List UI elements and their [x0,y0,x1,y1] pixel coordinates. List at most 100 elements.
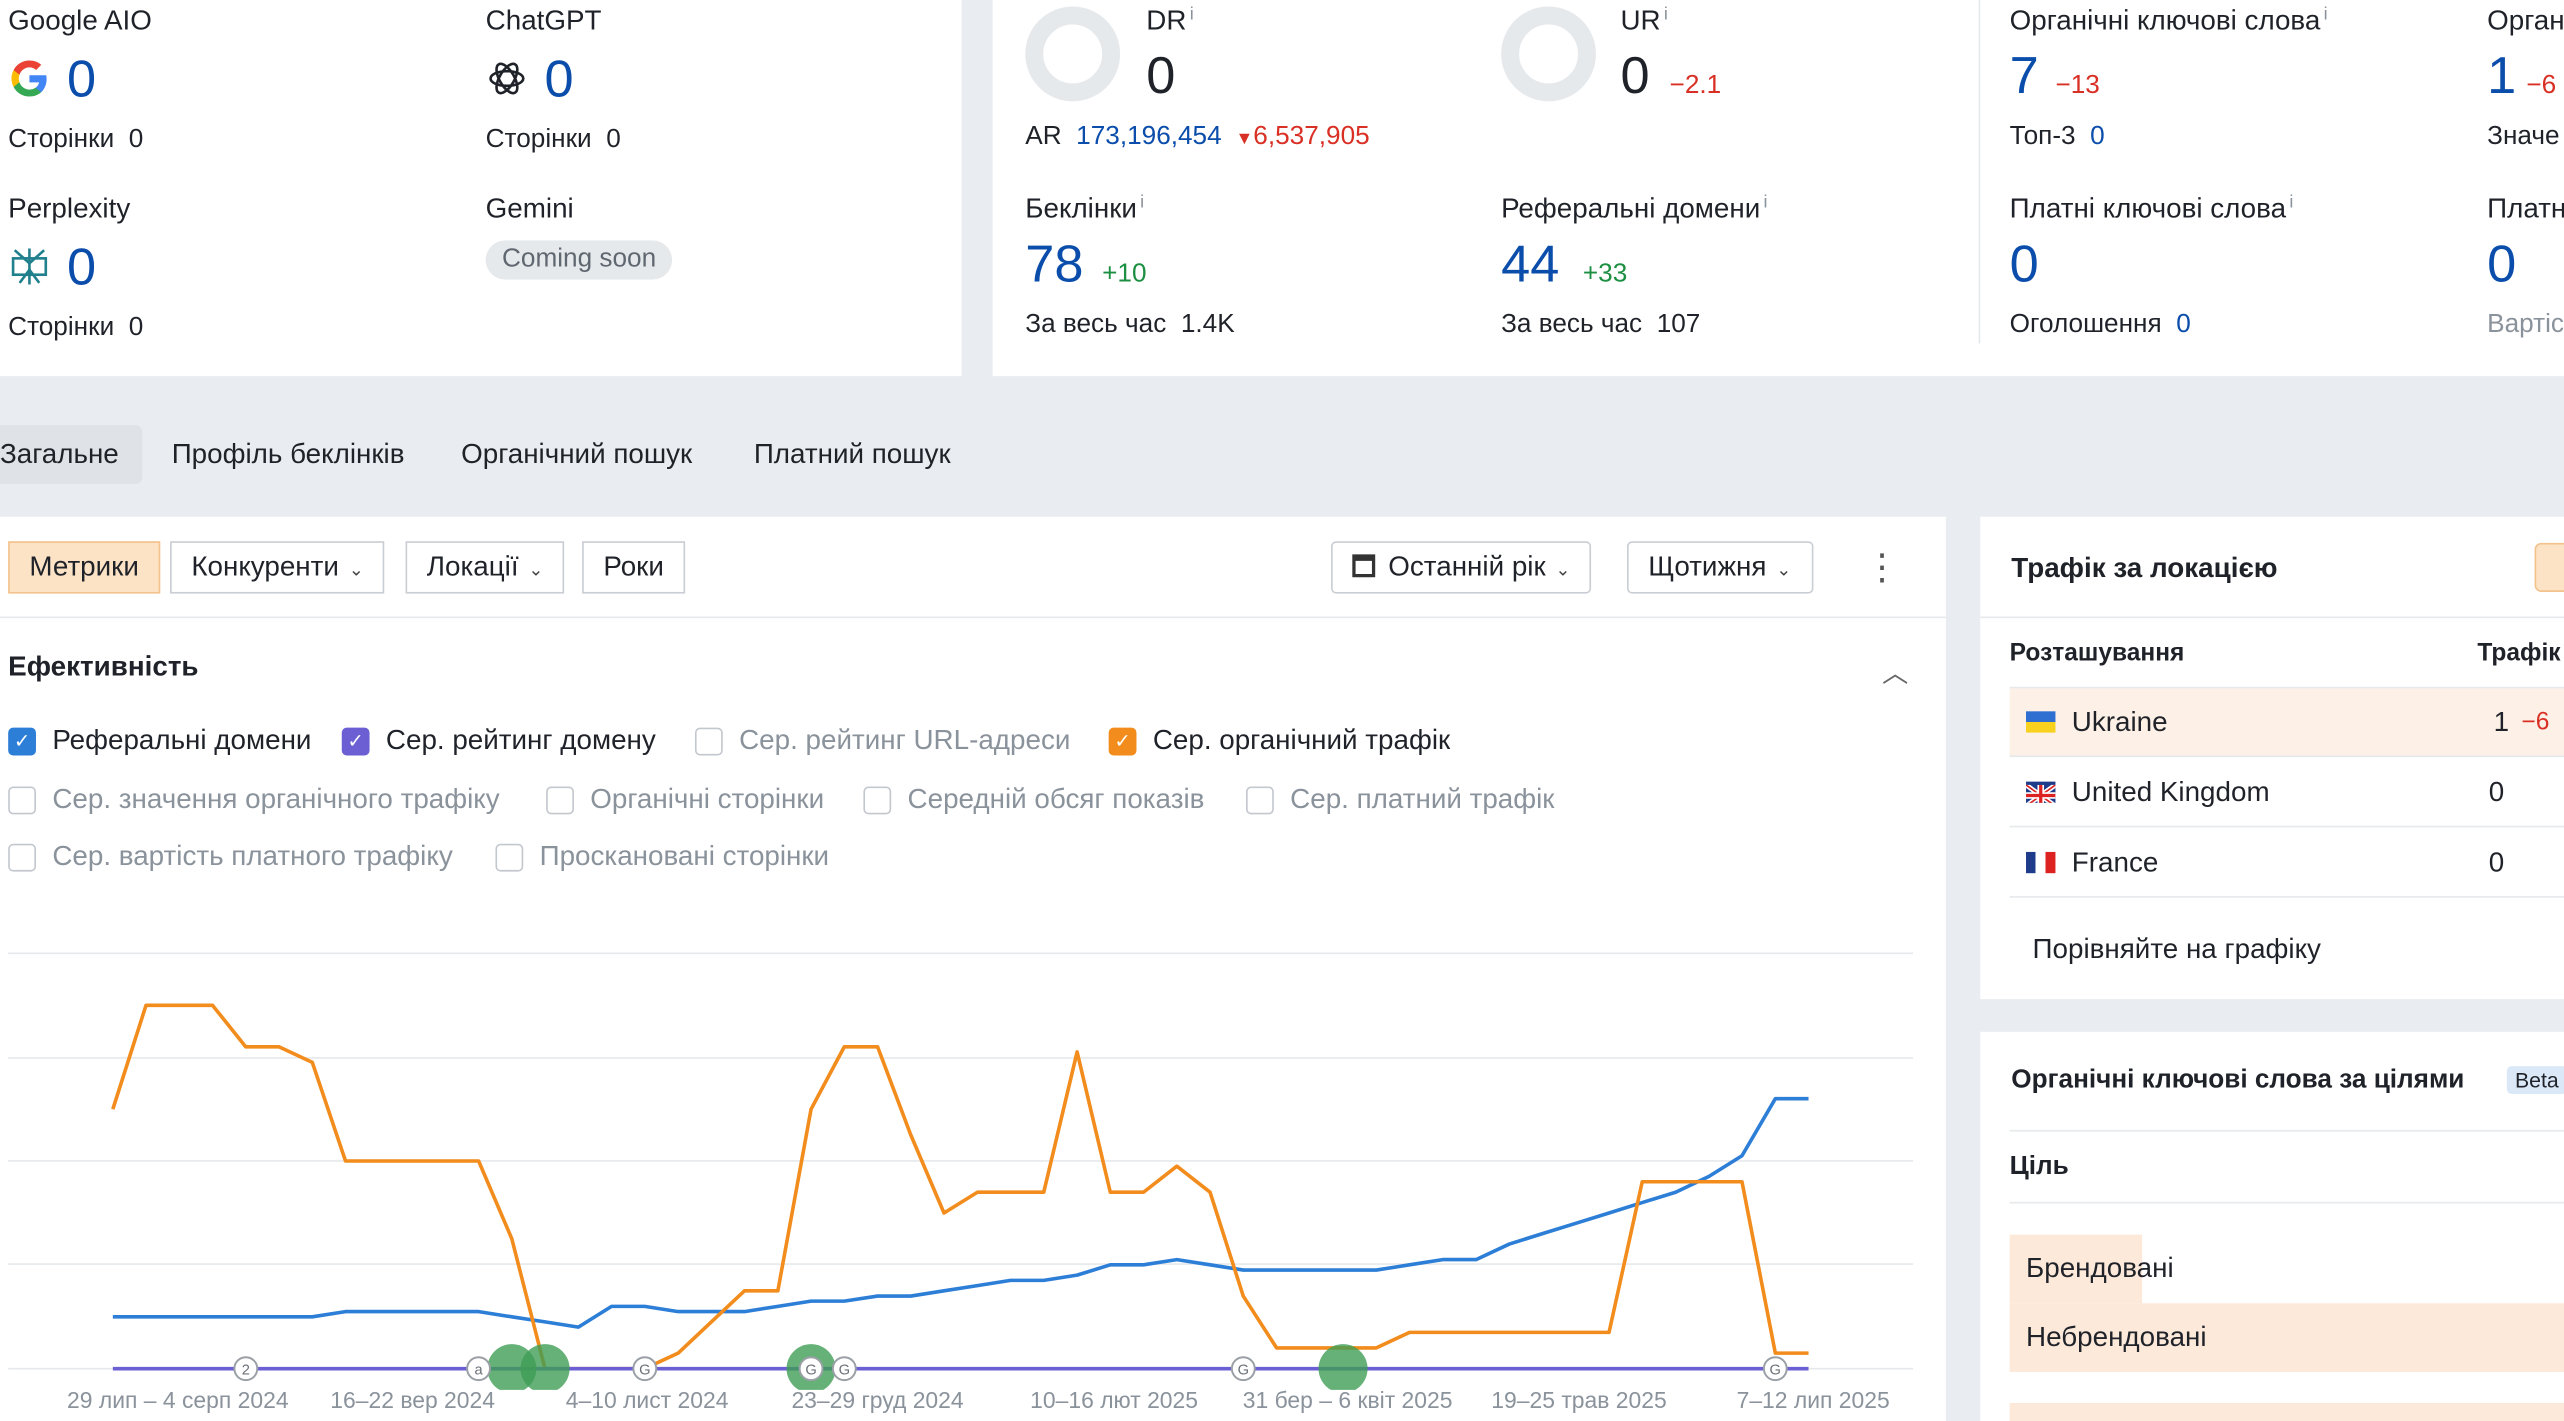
years-button[interactable]: Роки [582,541,686,594]
checkbox-empty-icon [8,785,36,814]
backlinks-all-time: За весь час 1.4K [1025,310,1235,339]
tab-backlink-profile[interactable]: Профіль беклінків [171,438,405,470]
chevron-down-icon: ⌄ [528,560,544,581]
checkbox-crawled-pages[interactable]: Просканованi сторінки [495,840,829,873]
performance-title: Ефективність [8,650,199,682]
divider [2009,1129,2564,1132]
series-line [111,1003,1809,1371]
annotation-label: G [1238,1362,1249,1378]
dr-ring [1025,6,1121,102]
checkbox-avg-paid-traffic-cost[interactable]: Сер. вартість платного трафіку [8,840,453,873]
intent-row-branded[interactable]: Брендовані [2026,1252,2174,1284]
checkbox-referring-domains[interactable]: ✓ Реферальні домени [8,724,311,757]
ai-visibility-card: Google AIO 0 Сторінки 0 ChatGPT 0 Сторін… [0,0,962,377]
divider [1980,616,2564,619]
competitors-dropdown[interactable]: Конкуренти ⌄ [170,541,386,594]
location-row-france[interactable]: France 0 [2009,829,2564,898]
checkbox-avg-domain-rating[interactable]: ✓ Сер. рейтинг домену [341,724,656,757]
checkbox-empty-icon [546,785,574,814]
chevron-down-icon: ⌄ [1776,560,1792,581]
checkbox-checked-icon: ✓ [341,726,370,755]
divider [2009,686,2564,689]
chevron-down-icon: ⌄ [348,560,364,581]
intent-row-nonbranded[interactable]: Небрендовані [2026,1321,2207,1353]
interval-dropdown[interactable]: Щотижня ⌄ [1627,541,1813,594]
ref-domains-label: Реферальні домени i [1501,192,1768,225]
chatgpt-value: 0 [544,49,574,108]
paid-keywords-value[interactable]: 0 [2009,233,2039,293]
ref-domains-delta: +33 [1582,259,1628,288]
checkbox-avg-paid-traffic[interactable]: Сер. платний трафік [1246,783,1554,816]
chatgpt-label: ChatGPT [485,4,602,36]
gemini-coming-soon-badge: Coming soon [485,240,673,280]
organic-keywords-value[interactable]: 7 [2009,45,2039,105]
checkbox-organic-pages[interactable]: Органічні сторінки [546,783,824,816]
x-tick-label: 23–29 груд 2024 [791,1386,964,1413]
checkbox-avg-organic-traffic[interactable]: ✓ Сер. органічний трафік [1108,724,1450,757]
paid-keywords-label: Платні ключові слова i [2009,192,2294,225]
checkbox-avg-organic-traffic-value[interactable]: Сер. значення органічного трафіку [8,783,500,816]
intent-bar [2009,1234,2143,1304]
ar-row: AR 173,196,454 ▼6,537,905 [1025,122,1370,151]
column-intent: Ціль [2009,1152,2069,1181]
backlinks-delta: +10 [1102,259,1147,288]
ref-domains-all-time: За весь час 107 [1501,310,1701,339]
checkbox-empty-icon [495,842,524,871]
annotation-label: G [805,1362,816,1378]
compare-on-chart-link[interactable]: Порівняйте на графіку [2032,933,2321,965]
ur-value: 0 [1620,45,1650,105]
perplexity-label: Perplexity [8,192,131,225]
period-dropdown[interactable]: Останній рік ⌄ [1331,541,1592,594]
collapse-chevron-icon[interactable]: ︿ [1882,660,1909,689]
checkbox-checked-icon: ✓ [8,726,36,755]
location-row-united-kingdom[interactable]: United Kingdom 0 [2009,759,2564,828]
performance-chart[interactable]: 2 a G G G G G [0,932,1946,1390]
tab-paid-search[interactable]: Платний пошук [753,438,951,470]
paid-traffic-value[interactable]: 0 [2487,233,2517,293]
chevron-down-icon: ⌄ [1555,560,1571,581]
google-aio-pages: Сторінки 0 [8,125,144,154]
checkbox-empty-icon [8,842,36,871]
dr-label: DR i [1146,4,1194,36]
ur-ring [1501,6,1596,102]
france-flag-icon [2026,851,2056,874]
checkbox-empty-icon [1246,785,1274,814]
tab-overview[interactable]: Загальне [0,425,142,485]
chatgpt-pages: Сторінки 0 [485,125,621,154]
perplexity-pages: Сторінки 0 [8,313,144,342]
gemini-label: Gemini [485,192,574,225]
chatgpt-icon [486,57,529,100]
x-tick-label: 19–25 трав 2025 [1491,1386,1667,1413]
ref-domains-value[interactable]: 44 [1501,233,1560,293]
checkbox-avg-impressions[interactable]: Середній обсяг показів [863,783,1204,816]
annotation-marker [466,1356,491,1382]
ar-value[interactable]: 173,196,454 [1076,122,1222,151]
annotation-marker [1230,1356,1256,1382]
x-tick-label: 7–12 лип 2025 [1736,1386,1890,1413]
annotation-marker [233,1356,259,1382]
tab-organic-search[interactable]: Органічний пошук [461,438,693,470]
event-marker [520,1344,570,1390]
divider [0,616,1946,619]
ur-label: UR i [1620,4,1668,36]
more-options-icon[interactable]: ⋮ [1864,546,1901,588]
annotation-marker [831,1356,857,1382]
locations-dropdown[interactable]: Локації ⌄ [405,541,565,594]
backlinks-value[interactable]: 78 [1025,233,1084,293]
organic-keywords-label: Органічні ключові слова i [2009,4,2328,36]
annotation-marker [1762,1356,1788,1382]
paid-traffic-cost-label: Вартіс [2487,310,2564,339]
organic-traffic-value-label: Значе [2487,122,2560,151]
paid-ads: Оголошення 0 [2009,310,2191,339]
organic-traffic-value[interactable]: 1 [2487,45,2517,105]
checkbox-avg-url-rating[interactable]: Сер. рейтинг URL-адреси [694,724,1070,757]
annotation-label: 2 [242,1362,250,1378]
location-row-ukraine[interactable]: Ukraine 1 −6 [2009,688,2564,758]
metrics-button[interactable]: Метрики [8,541,161,594]
organic-traffic-delta: −6 [2526,71,2557,100]
annotation-marker [632,1356,658,1382]
google-aio-label: Google AIO [8,4,152,36]
intent-panel-title: Органічні ключові слова за цілями [2011,1066,2465,1094]
location-panel-toggle[interactable] [2534,542,2564,592]
